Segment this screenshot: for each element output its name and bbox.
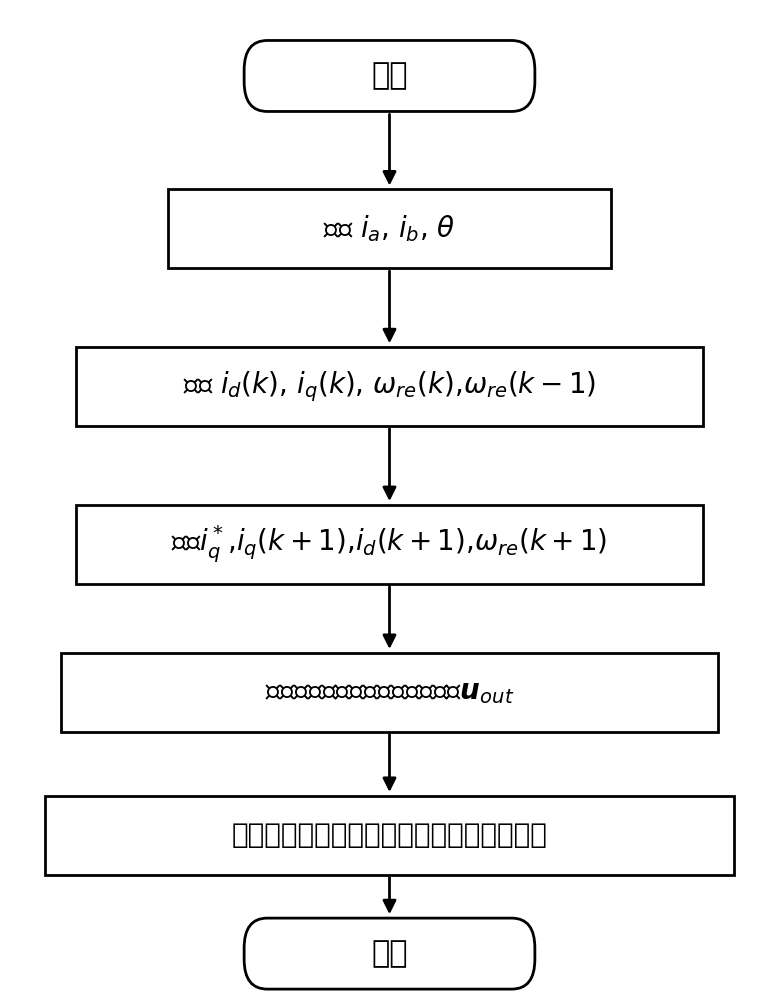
Text: 计算$i_q^*$,$i_q(k+1)$,$i_d(k+1)$,$\omega_{re}(k+1)$: 计算$i_q^*$,$i_q(k+1)$,$i_d(k+1)$,$\omega_… [171, 524, 608, 565]
Bar [45, 796, 734, 875]
Bar [167, 189, 612, 268]
Text: 计算 $i_d(k)$, $i_q(k)$, $\omega_{re}(k)$,$\omega_{re}(k-1)$: 计算 $i_d(k)$, $i_q(k)$, $\omega_{re}(k)$,… [183, 369, 596, 404]
Text: 测量 $i_a$, $i_b$, $\theta$: 测量 $i_a$, $i_b$, $\theta$ [323, 213, 456, 244]
Bar [61, 653, 718, 732]
Bar [76, 347, 703, 426]
Text: 通过信号发生器模块得到逆变器的开关序列: 通过信号发生器模块得到逆变器的开关序列 [231, 821, 548, 849]
FancyBboxPatch shape [244, 40, 535, 111]
FancyBboxPatch shape [244, 918, 535, 989]
Text: 最小化价值函数得到最优电压矢$\boldsymbol{u}_{out}$: 最小化价值函数得到最优电压矢$\boldsymbol{u}_{out}$ [265, 678, 514, 706]
Text: 开始: 开始 [372, 61, 407, 90]
Text: 结束: 结束 [372, 939, 407, 968]
Bar [76, 505, 703, 584]
